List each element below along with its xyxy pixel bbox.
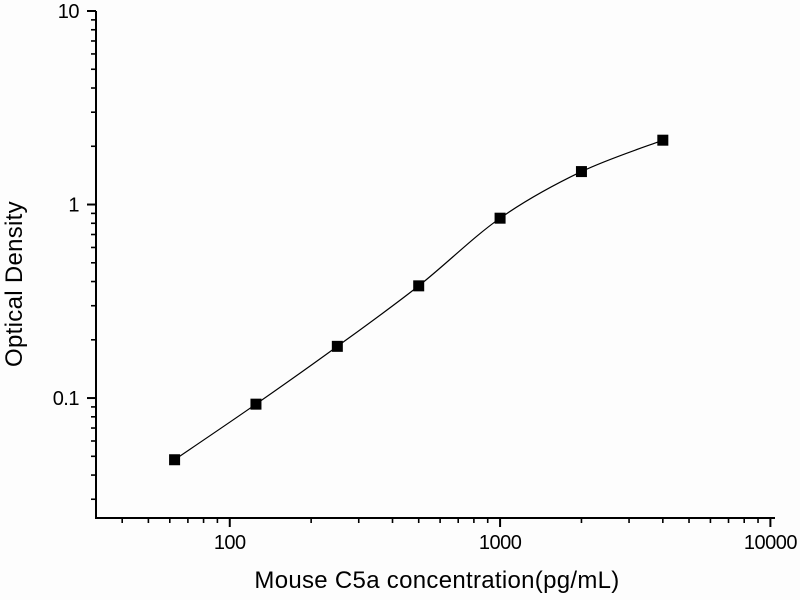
data-point-marker (657, 134, 669, 146)
data-point-marker (494, 212, 506, 224)
data-point-marker (331, 340, 343, 352)
axes (95, 11, 775, 519)
data-point-marker (413, 280, 425, 292)
x-tick-label: 10000 (744, 532, 797, 554)
fit-curve (174, 139, 664, 461)
y-tick-label: 1 (68, 195, 79, 217)
data-points (169, 134, 669, 466)
x-tick-label: 100 (214, 532, 246, 554)
y-tick-label: 10 (58, 1, 80, 23)
y-axis-ticks (87, 10, 96, 501)
x-axis-title: Mouse C5a concentration(pg/mL) (254, 567, 620, 594)
x-axis-ticks (121, 518, 772, 527)
y-tick-label: 0.1 (53, 388, 80, 410)
y-axis-title: Optical Density (1, 201, 28, 367)
x-tick-labels: 100 1000 10000 (214, 532, 798, 554)
y-tick-labels: 0.1 1 10 (53, 1, 80, 410)
x-tick-label: 1000 (479, 532, 522, 554)
data-point-marker (169, 454, 181, 466)
curve (174, 139, 664, 461)
data-point-marker (250, 398, 262, 410)
data-point-marker (575, 166, 587, 178)
